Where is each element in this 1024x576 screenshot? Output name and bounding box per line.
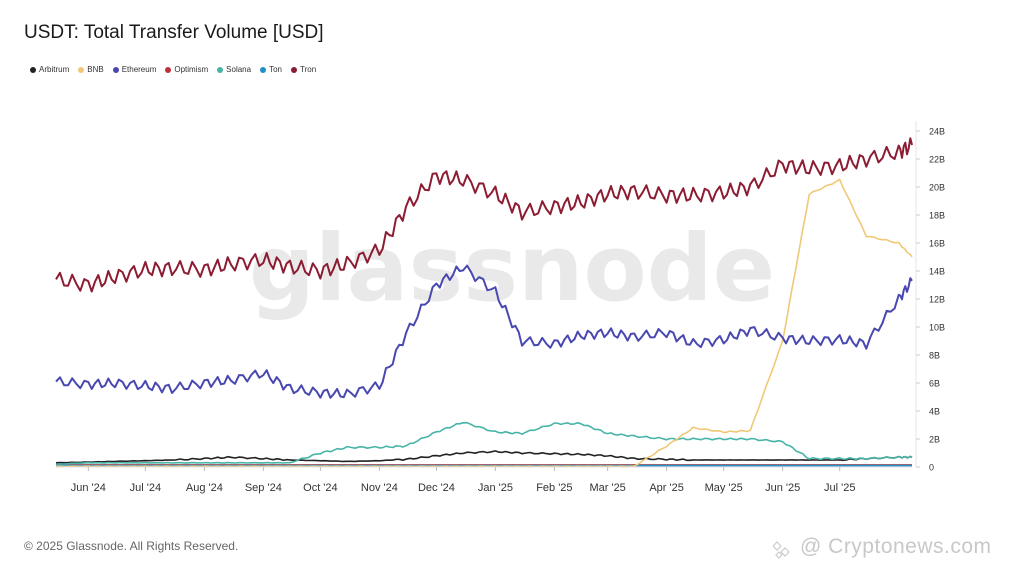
legend-label: BNB — [87, 65, 104, 74]
y-tick-label: 4B — [929, 407, 940, 417]
series-line-ethereum[interactable] — [55, 264, 913, 399]
y-tick-label: 16B — [929, 239, 945, 249]
legend-item-ton[interactable]: Ton — [260, 65, 282, 74]
y-tick-label: 18B — [929, 211, 945, 221]
y-tick-label: 20B — [929, 183, 945, 193]
legend-dot-icon — [290, 66, 297, 73]
x-tick-label: Jan '25 — [478, 482, 513, 494]
x-tick-label: Jun '24 — [71, 482, 106, 494]
legend-dot-icon — [78, 66, 85, 73]
legend-item-tron[interactable]: Tron — [290, 65, 317, 74]
watermark-text: @ Cryptonews.com — [800, 535, 992, 558]
legend-label: Optimism — [174, 65, 209, 74]
y-tick-label: 24B — [929, 127, 945, 137]
x-tick-label: Apr '25 — [649, 482, 684, 494]
y-tick-label: 6B — [929, 379, 940, 389]
x-tick-label: Jul '25 — [824, 482, 855, 494]
x-tick-label: Sep '24 — [245, 482, 282, 494]
series-line-solana[interactable] — [55, 421, 913, 465]
legend-dot-icon — [260, 66, 267, 73]
chart-legend: Arbitrum BNB Ethereum Optimism Solana Ton Tron — [30, 65, 316, 74]
series-line-bnb[interactable] — [55, 178, 913, 468]
legend-label: Arbitrum — [39, 65, 70, 74]
legend-item-arbitrum[interactable]: Arbitrum — [30, 65, 69, 74]
x-tick-label: Aug '24 — [186, 482, 223, 494]
legend-item-ethereum[interactable]: Ethereum — [112, 65, 157, 74]
x-tick-label: Oct '24 — [303, 482, 338, 494]
legend-label: Ethereum — [121, 65, 157, 74]
x-tick-label: Mar '25 — [589, 482, 625, 494]
y-tick-label: 10B — [929, 323, 945, 333]
legend-label: Ton — [269, 65, 282, 74]
legend-dot-icon — [30, 66, 36, 73]
chart-watermark: glassnode — [249, 215, 775, 322]
x-tick-label: May '25 — [705, 482, 743, 494]
x-tick-label: Dec '24 — [418, 482, 455, 494]
y-tick-label: 12B — [929, 295, 945, 305]
y-tick-label: 14B — [929, 267, 945, 277]
x-tick-label: Jun '25 — [765, 482, 800, 494]
legend-dot-icon — [112, 66, 119, 73]
x-tick-label: Feb '25 — [536, 482, 572, 494]
legend-dot-icon — [217, 66, 224, 73]
legend-item-bnb[interactable]: BNB — [78, 65, 104, 74]
y-tick-label: 0 — [929, 463, 934, 473]
legend-dot-icon — [165, 66, 172, 73]
y-tick-label: 22B — [929, 155, 945, 165]
x-tick-label: Jul '24 — [130, 482, 161, 494]
y-tick-label: 8B — [929, 351, 940, 361]
diamond-logo-icon — [773, 541, 790, 559]
copyright-footer: © 2025 Glassnode. All Rights Reserved. — [24, 539, 239, 553]
legend-item-solana[interactable]: Solana — [217, 65, 251, 74]
series-line-tron[interactable] — [55, 137, 913, 293]
legend-item-optimism[interactable]: Optimism — [165, 65, 208, 74]
y-tick-label: 2B — [929, 435, 940, 445]
x-tick-label: Nov '24 — [361, 482, 398, 494]
legend-label: Tron — [299, 65, 317, 74]
chart-title: USDT: Total Transfer Volume [USD] — [24, 22, 324, 43]
series-line-arbitrum[interactable] — [55, 450, 913, 464]
legend-label: Solana — [226, 65, 252, 74]
